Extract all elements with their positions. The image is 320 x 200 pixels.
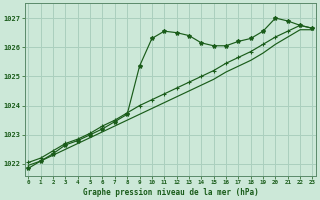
X-axis label: Graphe pression niveau de la mer (hPa): Graphe pression niveau de la mer (hPa) [83, 188, 258, 197]
